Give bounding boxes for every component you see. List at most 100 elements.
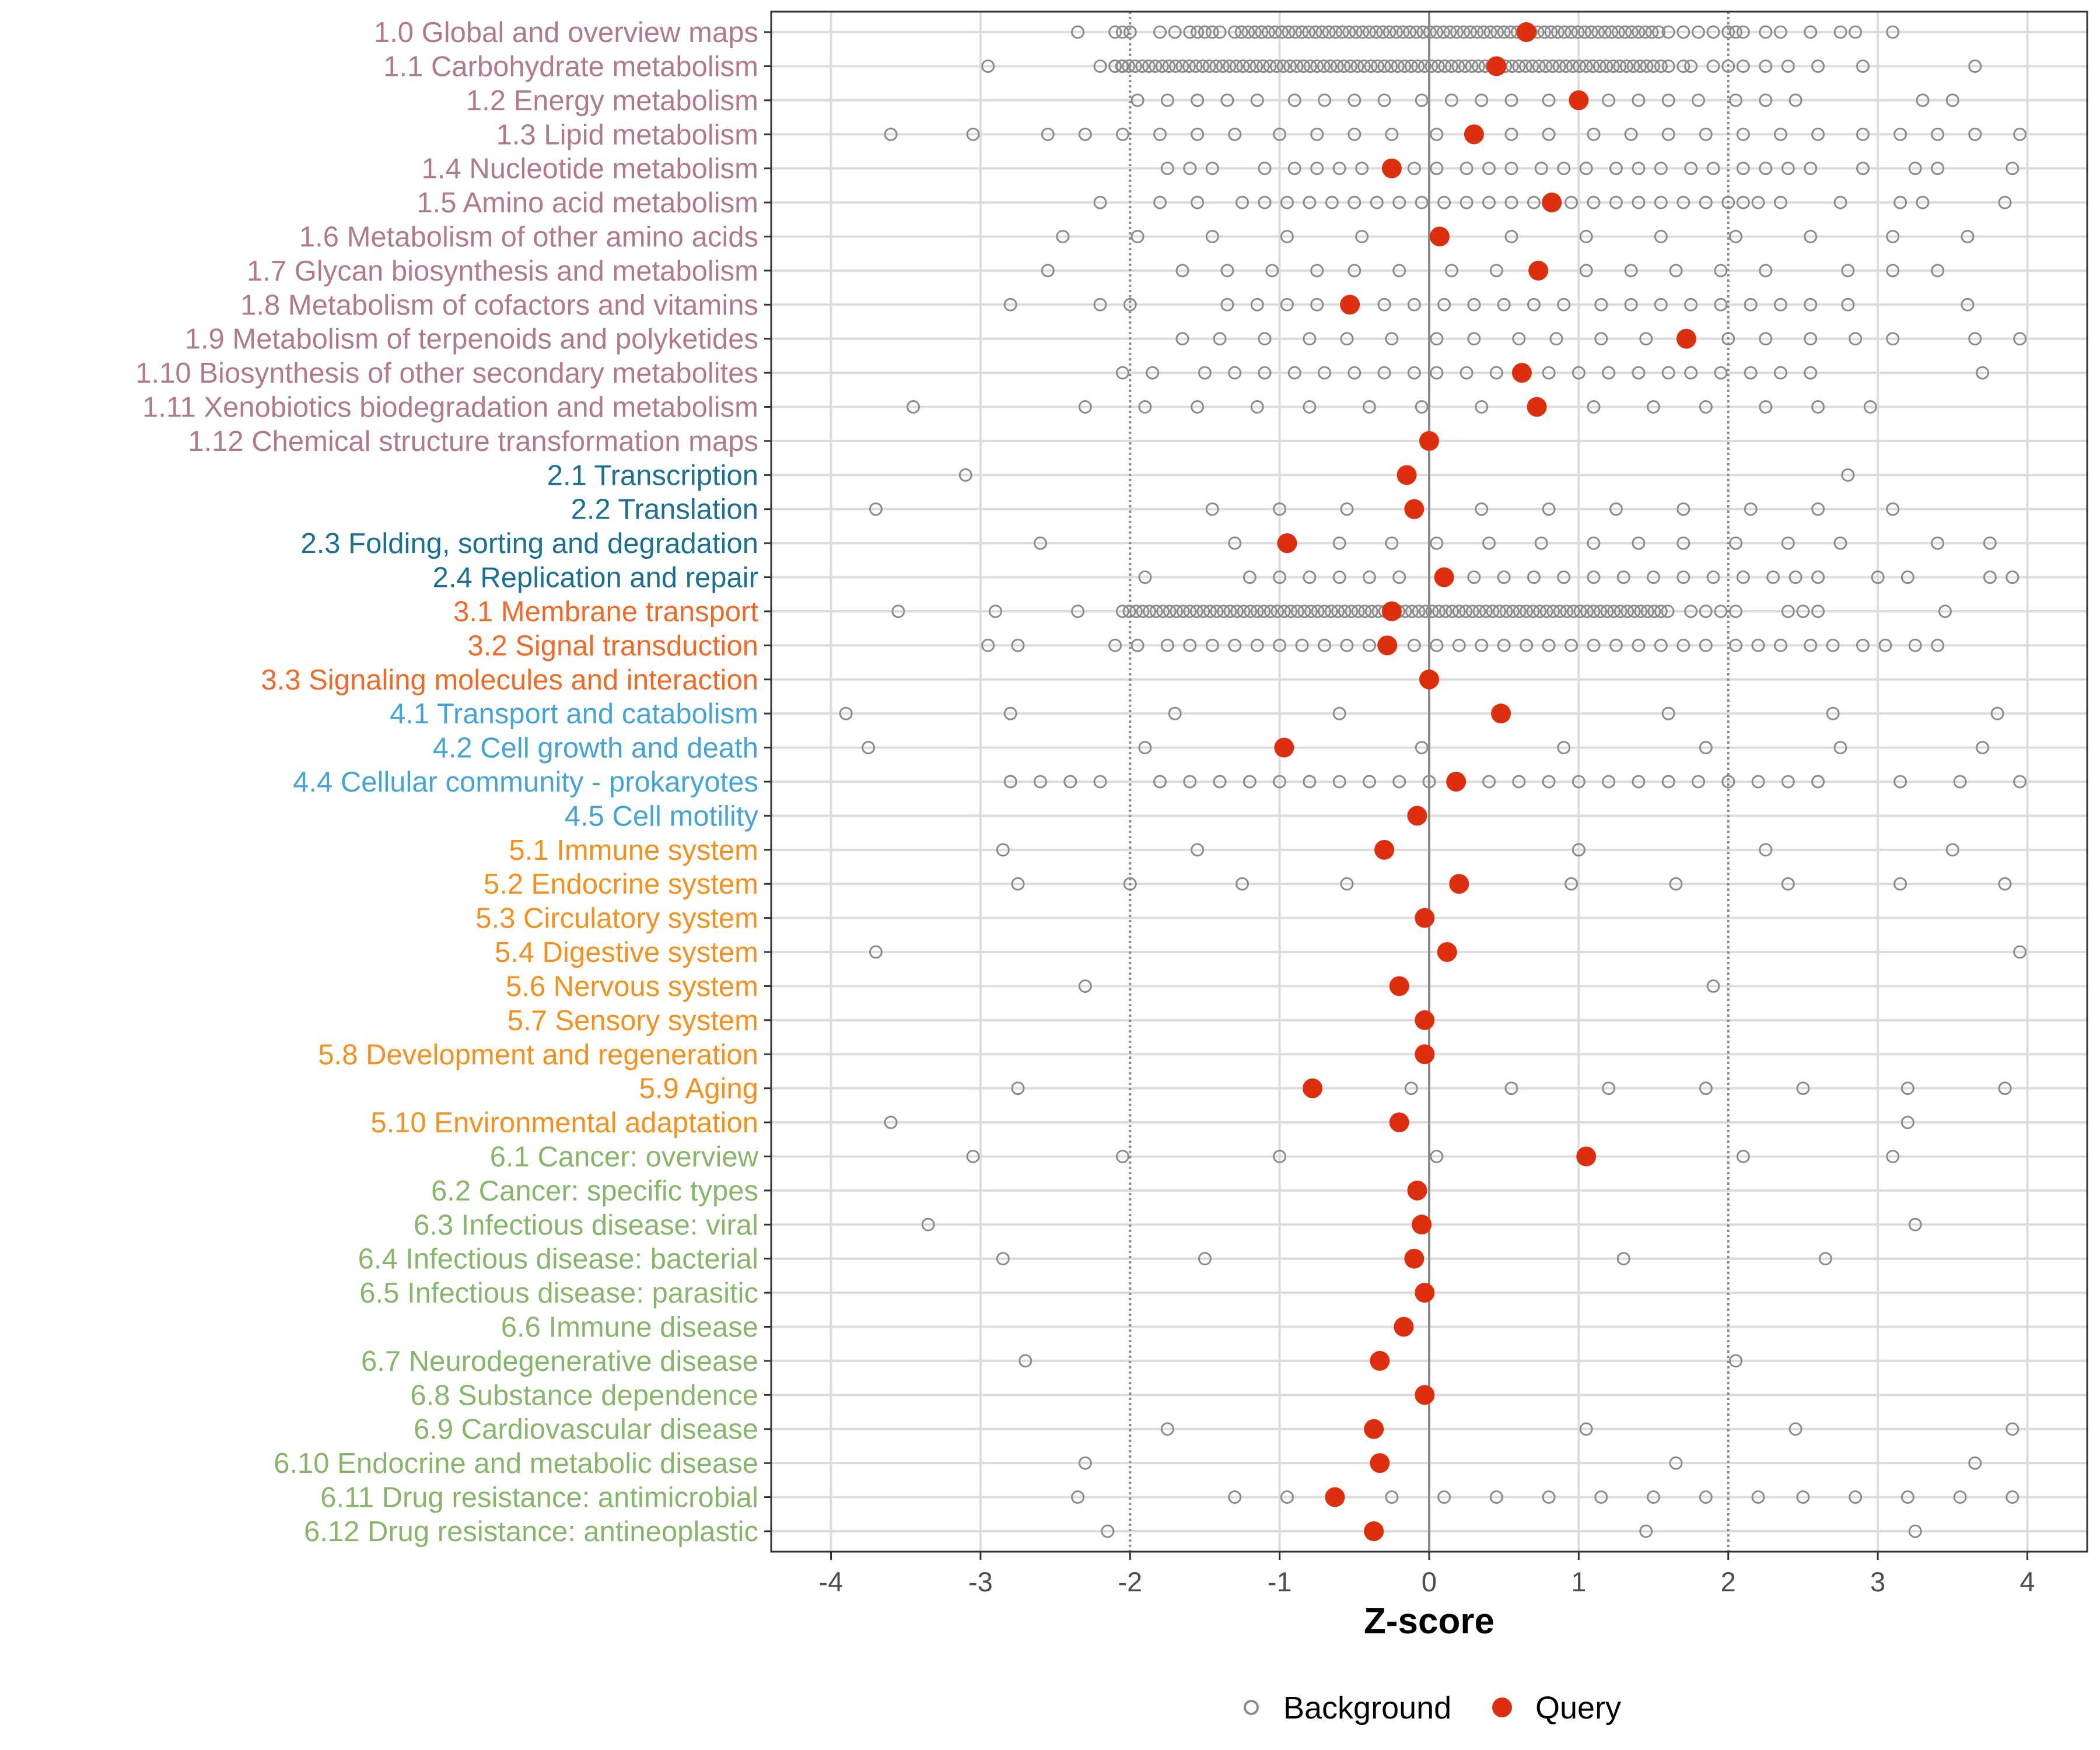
background-point xyxy=(1699,195,1713,209)
background-point xyxy=(1592,59,1606,73)
background-point xyxy=(1729,1354,1743,1368)
background-point xyxy=(1616,1252,1630,1266)
background-point xyxy=(1430,638,1444,652)
background-point xyxy=(1983,536,1997,550)
background-point xyxy=(1901,1082,1915,1096)
background-point xyxy=(1811,775,1825,789)
background-point xyxy=(1444,93,1458,107)
background-point xyxy=(1600,604,1614,618)
background-point xyxy=(1205,162,1219,176)
background-point xyxy=(1504,1082,1518,1096)
query-point xyxy=(1377,635,1398,656)
background-point xyxy=(1691,25,1705,39)
category-label: 2.1 Transcription xyxy=(547,460,758,491)
background-point xyxy=(1773,127,1787,141)
background-point xyxy=(1744,502,1758,516)
background-point xyxy=(1412,604,1426,618)
background-point xyxy=(1573,604,1587,618)
query-point xyxy=(1437,942,1457,963)
background-point xyxy=(1616,570,1630,584)
background-point xyxy=(1886,264,1900,278)
background-point xyxy=(1691,93,1705,107)
background-point xyxy=(1512,775,1526,789)
background-point xyxy=(1856,162,1870,176)
background-point xyxy=(1849,25,1863,39)
background-point xyxy=(1684,162,1698,176)
background-point xyxy=(1340,502,1354,516)
background-point xyxy=(1894,877,1908,891)
background-point xyxy=(1364,604,1378,618)
category-label: 5.3 Circulatory system xyxy=(475,903,758,935)
query-point xyxy=(1364,1419,1384,1439)
background-point xyxy=(1191,843,1205,857)
background-point xyxy=(1403,25,1417,39)
background-point xyxy=(1533,604,1547,618)
background-point xyxy=(1886,1149,1900,1163)
background-point xyxy=(1460,366,1474,380)
background-point xyxy=(1297,59,1311,73)
background-point xyxy=(1475,502,1489,516)
background-point xyxy=(1804,638,1818,652)
background-point xyxy=(1773,366,1787,380)
background-point xyxy=(839,706,853,720)
background-point xyxy=(1108,638,1122,652)
background-point xyxy=(1356,25,1370,39)
background-point xyxy=(1248,25,1262,39)
background-point xyxy=(1287,93,1301,107)
background-point xyxy=(1250,298,1264,312)
background-point xyxy=(1633,59,1647,73)
background-point xyxy=(1479,604,1493,618)
background-point xyxy=(1115,1149,1129,1163)
background-point xyxy=(1826,638,1840,652)
background-point xyxy=(1123,298,1137,312)
background-point xyxy=(1041,127,1055,141)
background-point xyxy=(1130,638,1144,652)
background-point xyxy=(1355,162,1369,176)
background-point xyxy=(1759,264,1773,278)
background-point xyxy=(1370,195,1384,209)
background-point xyxy=(1385,332,1399,346)
background-point xyxy=(1998,1082,2012,1096)
background-point xyxy=(1586,59,1600,73)
background-point xyxy=(1654,59,1668,73)
background-point xyxy=(981,59,995,73)
background-point xyxy=(1499,604,1513,618)
background-point xyxy=(1560,604,1574,618)
background-point xyxy=(1968,1456,1982,1470)
background-point xyxy=(1676,570,1690,584)
x-tick-label: 2 xyxy=(1721,1566,1736,1597)
background-point xyxy=(1579,229,1593,243)
background-point xyxy=(1781,775,1795,789)
background-point xyxy=(1280,195,1294,209)
background-point xyxy=(1639,332,1653,346)
background-point xyxy=(1415,741,1429,755)
background-point xyxy=(1280,298,1294,312)
background-point xyxy=(1714,366,1728,380)
background-point xyxy=(1945,843,1959,857)
category-label: 1.1 Carbohydrate metabolism xyxy=(383,51,758,82)
background-point xyxy=(1003,706,1017,720)
background-point xyxy=(1153,127,1167,141)
background-point xyxy=(1160,1422,1174,1436)
background-point xyxy=(1564,877,1578,891)
background-point xyxy=(1460,195,1474,209)
background-point xyxy=(1129,604,1143,618)
background-point xyxy=(1811,400,1825,414)
background-point xyxy=(1438,604,1452,618)
background-point xyxy=(1539,59,1553,73)
background-point xyxy=(1632,536,1646,550)
x-tick-label: -1 xyxy=(1268,1566,1292,1597)
background-point xyxy=(1220,264,1234,278)
background-point xyxy=(1849,332,1863,346)
background-point xyxy=(1467,298,1481,312)
background-point xyxy=(1976,366,1990,380)
background-point xyxy=(1579,162,1593,176)
background-point xyxy=(1736,195,1750,209)
background-point xyxy=(1856,638,1870,652)
background-point xyxy=(1773,298,1787,312)
background-point xyxy=(1437,1490,1451,1504)
background-point xyxy=(1661,604,1675,618)
background-point xyxy=(1639,1524,1653,1538)
background-point xyxy=(1729,25,1743,39)
